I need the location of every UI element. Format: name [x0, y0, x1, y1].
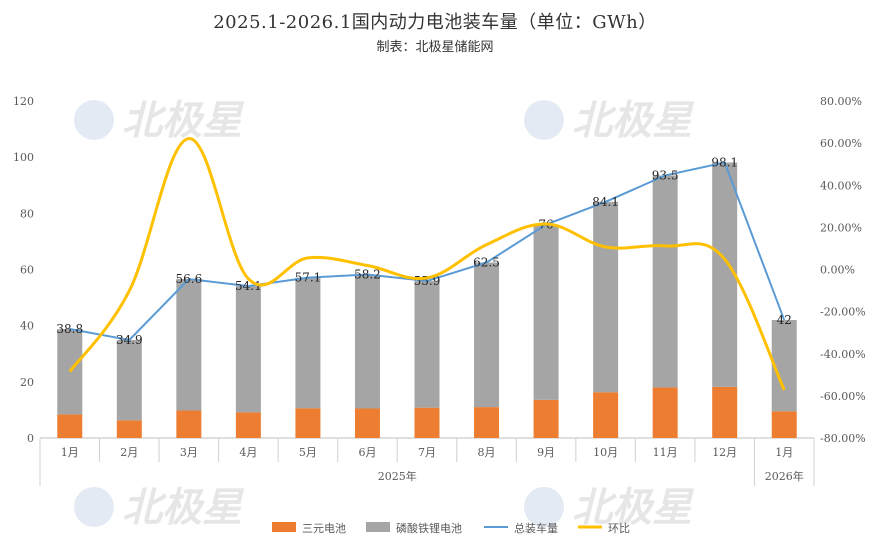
bar-ternary: [533, 399, 559, 438]
svg-text:北极星: 北极星: [122, 98, 245, 144]
bar-ternary: [57, 414, 83, 438]
bar-lfp: [57, 329, 83, 415]
bar-ternary: [354, 408, 380, 438]
bar-lfp: [354, 274, 380, 409]
data-label-total: 42: [777, 313, 792, 327]
bar-ternary: [235, 412, 261, 438]
data-label-total: 84.1: [592, 195, 619, 209]
bar-lfp: [176, 279, 202, 411]
watermark-logo: 北极星: [70, 455, 270, 549]
bar-ternary: [593, 392, 619, 438]
bar-lfp: [593, 201, 619, 393]
bar-ternary: [414, 407, 440, 438]
legend-label: 三元电池: [302, 522, 346, 535]
watermark-logo: 北极星: [70, 68, 270, 162]
bar-lfp: [235, 286, 261, 413]
y-left-tick-label: 80: [20, 207, 34, 220]
watermark-star-icon: 北极星: [524, 485, 695, 531]
chart-title: 2025.1-2026.1国内动力电池装车量（单位：GWh）: [213, 12, 657, 33]
bar-lfp: [652, 175, 678, 388]
legend-label: 环比: [608, 522, 630, 535]
x-tick-label: 1月: [775, 446, 793, 459]
x-tick-label: 12月: [712, 446, 737, 459]
watermark-star-icon: 北极星: [74, 98, 245, 144]
x-tick-label: 2月: [120, 446, 138, 459]
y-right-tick-label: 40.00%: [820, 179, 862, 192]
bar-lfp: [533, 224, 559, 400]
bar-lfp: [414, 281, 440, 408]
bar-lfp: [474, 262, 500, 408]
x-tick-label: 9月: [537, 446, 555, 459]
legend-label: 总装车量: [514, 521, 558, 535]
svg-text:北极星: 北极星: [572, 485, 695, 531]
watermark-star-icon: 北极星: [74, 485, 245, 531]
x-tick-label: 3月: [180, 446, 198, 459]
svg-text:北极星: 北极星: [572, 98, 695, 144]
y-right-tick-label: -20.00%: [820, 306, 866, 319]
watermark-logo: 北极星: [520, 455, 720, 549]
data-label-total: 38.8: [56, 322, 83, 336]
x-tick-label: 7月: [418, 446, 436, 459]
data-label-total: 34.9: [116, 333, 143, 347]
bar-ternary: [652, 387, 678, 438]
x-tick-label: 5月: [299, 446, 317, 459]
data-label-total: 98.1: [711, 156, 738, 170]
x-tick-label: 10月: [593, 446, 618, 459]
x-tick-label: 4月: [239, 446, 257, 459]
data-label-total: 57.1: [295, 271, 322, 285]
y-left-tick-label: 20: [20, 376, 34, 389]
y-right-tick-label: 20.00%: [820, 221, 862, 234]
y-right-tick-label: -40.00%: [820, 348, 866, 361]
bar-ternary: [176, 410, 202, 438]
x-group-label: 2025年: [378, 469, 417, 483]
data-label-total: 93.5: [652, 168, 679, 182]
legend-swatch: [366, 522, 390, 532]
bar-ternary: [116, 420, 142, 438]
bar-ternary: [771, 411, 797, 438]
y-left-tick-label: 120: [13, 95, 34, 108]
bar-ternary: [295, 408, 321, 438]
watermark-star-icon: 北极星: [524, 98, 695, 144]
svg-text:北极星: 北极星: [122, 485, 245, 531]
watermark-logo: 北极星: [520, 68, 720, 162]
x-tick-label: 11月: [653, 446, 678, 459]
x-group-label: 2026年: [765, 469, 804, 483]
y-right-tick-label: -60.00%: [820, 390, 866, 403]
data-label-total: 56.6: [175, 272, 202, 286]
bar-lfp: [295, 277, 321, 409]
y-right-tick-label: 80.00%: [820, 95, 862, 108]
legend-label: 磷酸铁锂电池: [396, 521, 462, 535]
bar-lfp: [712, 162, 738, 387]
bar-ternary: [474, 407, 500, 438]
bar-ternary: [712, 386, 738, 438]
y-left-tick-label: 0: [27, 432, 34, 445]
x-tick-label: 6月: [358, 446, 376, 459]
data-label-total: 62.5: [473, 255, 500, 269]
x-tick-label: 1月: [61, 446, 79, 459]
y-left-tick-label: 100: [13, 151, 34, 164]
y-right-tick-label: 60.00%: [820, 137, 862, 150]
data-label-total: 58.2: [354, 268, 381, 282]
chart-subtitle: 制表：北极星储能网: [376, 40, 494, 55]
line-mom: [68, 136, 786, 391]
y-left-tick-label: 60: [20, 264, 34, 277]
y-right-tick-label: 0.00%: [820, 264, 855, 277]
y-left-tick-label: 40: [20, 320, 34, 333]
legend-swatch: [272, 522, 296, 532]
y-right-tick-label: -80.00%: [820, 432, 866, 445]
x-tick-label: 8月: [478, 446, 496, 459]
bar-lfp: [116, 339, 142, 421]
